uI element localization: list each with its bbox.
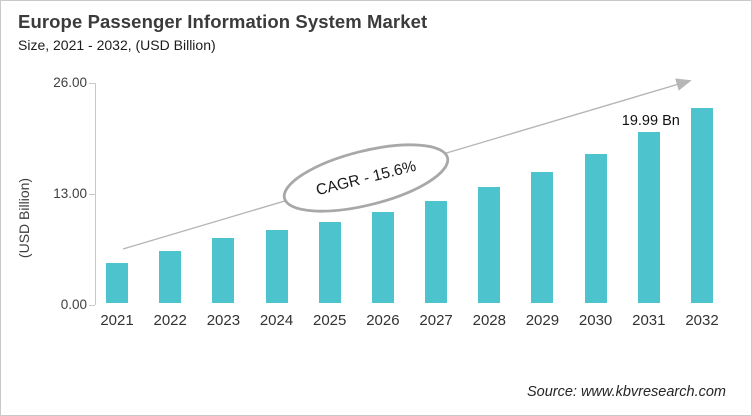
y-axis-line — [95, 83, 96, 305]
bar-2026 — [371, 211, 394, 303]
cagr-label: CAGR - 15.6% — [314, 158, 418, 199]
bar-2029 — [531, 172, 554, 303]
y-tick-mark — [89, 305, 95, 306]
page-title: Europe Passenger Information System Mark… — [18, 11, 428, 32]
bar-2030 — [584, 153, 607, 303]
bar-2031 — [637, 132, 660, 303]
bar-2024 — [265, 230, 288, 303]
bar-2025 — [318, 221, 341, 303]
x-tick-2031: 2031 — [632, 312, 666, 329]
bar-2027 — [425, 201, 448, 303]
y-tick-label-0.00: 0.00 — [60, 297, 87, 312]
x-tick-2032: 2032 — [685, 312, 719, 329]
x-tick-2024: 2024 — [259, 312, 294, 329]
y-axis-title: (USD Billion) — [16, 177, 32, 259]
x-tick-2023: 2023 — [206, 312, 241, 329]
bar-2028 — [478, 186, 501, 303]
x-tick-2028: 2028 — [472, 312, 506, 329]
bar-2032 — [691, 107, 713, 303]
bar-value-label: 19.99 Bn — [621, 113, 680, 130]
source-text: Source: www.kbvresearch.com — [526, 384, 726, 400]
x-tick-2026: 2026 — [366, 312, 400, 329]
bar-2021 — [106, 262, 128, 303]
x-tick-2027: 2027 — [419, 312, 453, 329]
x-tick-2029: 2029 — [525, 312, 560, 329]
y-tick-label-26.00: 26.00 — [53, 75, 87, 90]
x-tick-2025: 2025 — [313, 312, 347, 329]
x-tick-2030: 2030 — [578, 312, 613, 329]
page-subtitle: Size, 2021 - 2032, (USD Billion) — [18, 37, 216, 53]
y-tick-mark — [89, 83, 95, 84]
y-tick-mark — [89, 194, 95, 195]
bar-2022 — [159, 250, 182, 303]
bar-2023 — [212, 238, 235, 303]
x-tick-2021: 2021 — [100, 312, 134, 329]
x-tick-2022: 2022 — [153, 312, 187, 329]
y-tick-label-13.00: 13.00 — [53, 186, 87, 201]
